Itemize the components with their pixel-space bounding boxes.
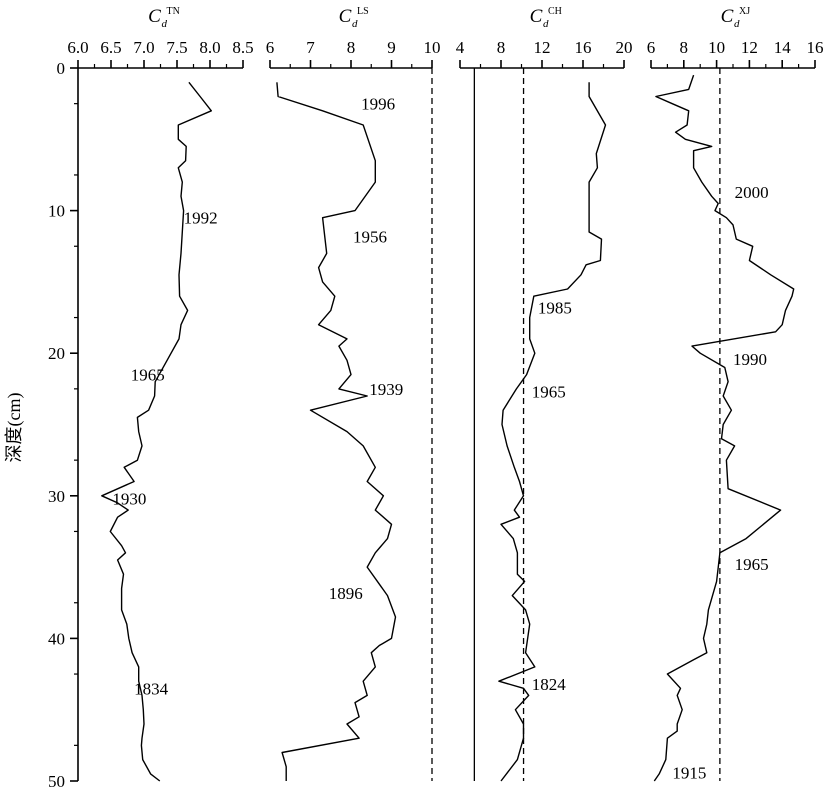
year-annotation: 1965 [735, 555, 769, 574]
x-tick-label: 7.5 [166, 38, 187, 57]
year-annotation: 1965 [532, 383, 566, 402]
x-tick-label: 12 [534, 38, 551, 57]
panel-title: C [339, 6, 352, 27]
year-annotation: 1939 [369, 380, 403, 399]
year-annotation: 1896 [329, 584, 363, 603]
x-tick-label: 14 [774, 38, 792, 57]
year-annotation: 1930 [112, 490, 146, 509]
y-axis: 0 10 20 30 40 50 深度(cm) [4, 59, 79, 789]
y-tick-label: 50 [48, 772, 65, 789]
y-tick-label: 20 [48, 344, 65, 363]
x-tick-label: 6.0 [67, 38, 88, 57]
year-annotation: 1915 [672, 763, 706, 782]
panel-title: C [721, 6, 734, 27]
x-tick-label: 6 [266, 38, 275, 57]
panel-title-subscript: d [162, 18, 168, 30]
panel-title-subscript: d [352, 18, 358, 30]
panel-title-subscript: d [734, 18, 740, 30]
panel-title-superscript: LS [357, 6, 369, 17]
year-annotation: 1990 [733, 350, 767, 369]
x-tick-label: 10 [708, 38, 725, 57]
x-tick-label: 20 [616, 38, 633, 57]
y-tick-label: 30 [48, 487, 65, 506]
panel-title-superscript: TN [167, 6, 180, 17]
x-tick-label: 4 [456, 38, 465, 57]
year-annotation: 2000 [735, 183, 769, 202]
panel-ch: 4 8 12 16 20 C dCH 1985 1965 1824 [456, 6, 633, 782]
x-tick-label: 16 [575, 38, 592, 57]
data-line [653, 74, 795, 782]
year-annotation: 1824 [532, 675, 567, 694]
data-line [276, 82, 397, 781]
panel-title: C [148, 6, 161, 27]
x-tick-label: 10 [424, 38, 441, 57]
panel-xj: 6 8 10 12 14 16 C dXJ 2000 1990 1965 1915 [647, 6, 824, 782]
year-annotation: 1996 [361, 95, 395, 114]
x-tick-label: 7 [306, 38, 315, 57]
x-tick-label: 6.5 [100, 38, 121, 57]
panel-title-subscript: d [543, 18, 549, 30]
y-tick-label: 10 [48, 202, 65, 221]
year-annotation: 1956 [353, 227, 387, 246]
data-line [101, 81, 213, 782]
data-line [498, 82, 607, 782]
x-tick-label: 16 [807, 38, 824, 57]
y-axis-label: 深度(cm) [4, 393, 25, 463]
year-annotation: 1992 [184, 209, 218, 228]
x-tick-label: 8.0 [199, 38, 220, 57]
x-tick-label: 8 [347, 38, 356, 57]
y-tick-label: 40 [48, 629, 65, 648]
year-annotation: 1965 [131, 366, 165, 385]
x-tick-label: 7.0 [133, 38, 154, 57]
panel-title: C [530, 6, 543, 27]
panel-title-superscript: XJ [739, 6, 750, 17]
y-tick-label: 0 [57, 59, 66, 78]
year-annotation: 1834 [134, 679, 169, 698]
x-tick-label: 8 [680, 38, 689, 57]
panel-tn: 6.0 6.5 7.0 7.5 8.0 8.5 C dTN 1992 1965 1930 1834 [67, 6, 254, 782]
year-annotation: 1985 [538, 299, 572, 318]
x-tick-label: 12 [741, 38, 758, 57]
x-tick-label: 8 [497, 38, 506, 57]
panel-ls: 6 7 8 9 10 C dLS 1996 1956 1939 1896 [266, 6, 441, 781]
x-tick-label: 6 [647, 38, 656, 57]
panel-title-superscript: CH [548, 6, 562, 17]
x-tick-label: 8.5 [232, 38, 253, 57]
y-axis-ticks: 0 10 20 30 40 50 [48, 59, 78, 789]
x-tick-label: 9 [387, 38, 396, 57]
